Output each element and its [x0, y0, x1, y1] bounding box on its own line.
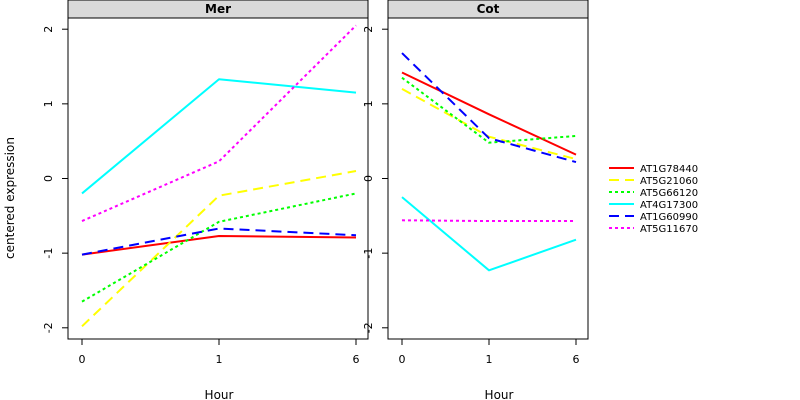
cot-series-at5g66120	[401, 76, 577, 144]
cot-series-at1g78440	[401, 71, 577, 156]
legend-label-at5g11670: AT5G11670	[640, 224, 698, 235]
mer-x-tick-label: 0	[79, 353, 86, 366]
mer-y-tick-label: 0	[42, 175, 55, 182]
mer-y-tick-label: 1	[42, 100, 55, 107]
legend-label-at5g66120: AT5G66120	[640, 188, 698, 199]
mer-series-at1g60990	[81, 227, 357, 256]
mer-series-at5g66120	[81, 192, 357, 303]
mer-x-tick-label: 6	[353, 353, 360, 366]
cot-series-at1g60990	[401, 52, 577, 164]
cot-y-tick-label: 0	[362, 175, 375, 182]
cot-y-tick-label: 2	[362, 26, 375, 33]
mer-series-at5g11670	[81, 24, 357, 222]
mer-series-at4g17300	[81, 78, 357, 195]
cot-plot-frame	[387, 17, 589, 340]
legend: AT1G78440AT5G21060AT5G66120AT4G17300AT1G…	[609, 164, 698, 235]
legend-label-at5g21060: AT5G21060	[640, 176, 698, 187]
legend-label-at1g60990: AT1G60990	[640, 212, 698, 223]
mer-y-tick-label: 2	[42, 26, 55, 33]
cot-y-tick-label: -1	[362, 248, 375, 259]
mer-y-tick-label: -1	[42, 248, 55, 259]
cot-panel: Cot -2 -1 0 1 2 0 1 6	[362, 0, 589, 366]
cot-series-at5g11670	[401, 219, 576, 223]
cot-y-tick-label: 1	[362, 100, 375, 107]
cot-series-at5g21060	[401, 88, 577, 161]
mer-panel: Mer -2 -1 0 1 2 0 1 6	[42, 0, 369, 366]
mer-plot-frame	[67, 17, 369, 340]
y-axis-label: centered expression	[3, 137, 17, 259]
mer-title: Mer	[205, 2, 231, 16]
mer-x-axis-label: Hour	[205, 388, 234, 400]
cot-x-tick-label: 6	[573, 353, 580, 366]
mer-y-tick-label: -2	[42, 322, 55, 333]
cot-x-tick-label: 0	[399, 353, 406, 366]
mer-series-at1g78440	[81, 234, 357, 256]
cot-y-tick-label: -2	[362, 322, 375, 333]
cot-title: Cot	[477, 2, 500, 16]
cot-x-axis-label: Hour	[485, 388, 514, 400]
legend-label-at4g17300: AT4G17300	[640, 200, 698, 211]
cot-series-at4g17300	[401, 196, 577, 272]
mer-x-tick-label: 1	[216, 353, 223, 366]
cot-x-tick-label: 1	[486, 353, 493, 366]
legend-label-at1g78440: AT1G78440	[640, 164, 698, 175]
